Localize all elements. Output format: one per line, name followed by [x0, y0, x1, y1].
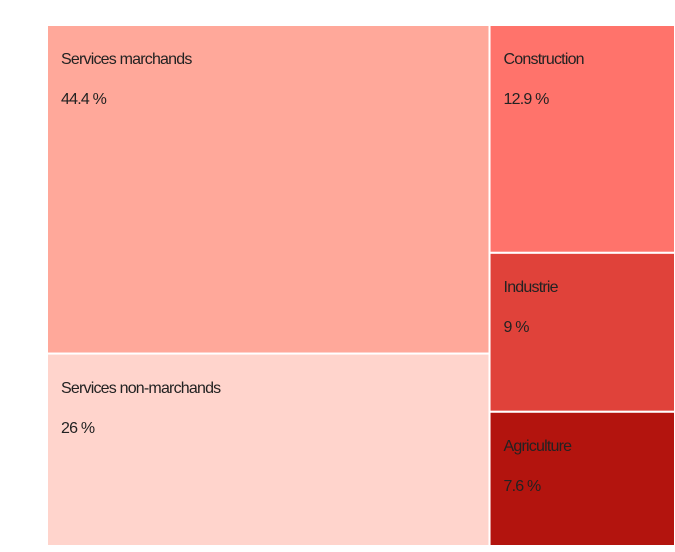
tile-label: Industrie: [504, 279, 559, 296]
value-label: 9 %: [504, 319, 530, 336]
tile-label: Services marchands: [61, 51, 192, 68]
tile-label: Services non-marchands: [61, 380, 221, 397]
tile-label: Construction: [504, 51, 584, 68]
value-label: 26 %: [61, 420, 95, 437]
value-label: 12.9 %: [504, 91, 550, 108]
tile-label: Agriculture: [504, 438, 573, 455]
tile: [46, 24, 491, 355]
tile: [488, 24, 675, 254]
tile: [488, 410, 675, 547]
value-label: 44.4 %: [61, 91, 107, 108]
tile: [488, 251, 675, 413]
value-label: 7.6 %: [504, 478, 541, 495]
tile: [46, 352, 491, 548]
